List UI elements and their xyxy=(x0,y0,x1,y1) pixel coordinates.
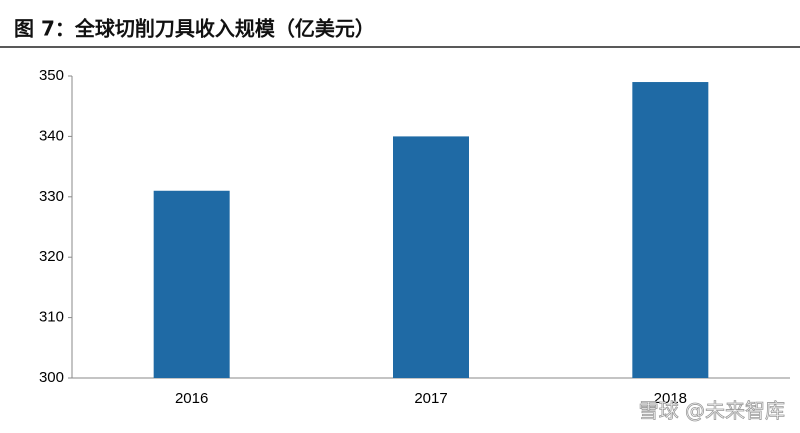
x-tick-label: 2016 xyxy=(175,390,208,407)
y-tick-label: 310 xyxy=(39,309,64,326)
bar xyxy=(632,82,709,378)
y-tick-label: 330 xyxy=(39,188,64,205)
bar xyxy=(393,136,469,378)
y-tick-label: 350 xyxy=(39,67,64,84)
chart-title: 图 7：全球切削刀具收入规模（亿美元） xyxy=(14,17,375,41)
watermark: 雪球 @未来智库 xyxy=(639,399,785,423)
x-tick-label: 2017 xyxy=(414,390,447,407)
bar xyxy=(153,190,230,378)
x-tick-label: 2018 xyxy=(654,390,687,407)
y-tick-label: 340 xyxy=(39,127,64,144)
y-tick-label: 320 xyxy=(39,248,64,265)
y-tick-label: 300 xyxy=(39,369,64,386)
